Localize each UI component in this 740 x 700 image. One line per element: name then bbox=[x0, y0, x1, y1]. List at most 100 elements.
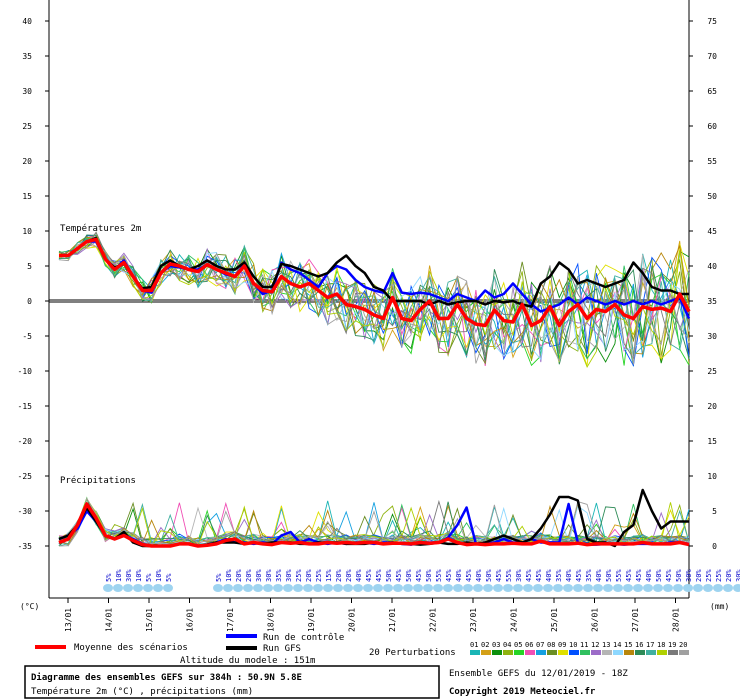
pop-label: 55% bbox=[435, 569, 443, 582]
legend-mean-label: Moyenne des scénarios bbox=[74, 642, 188, 653]
perturbation-swatch bbox=[503, 650, 513, 655]
pop-label: 45% bbox=[365, 569, 373, 582]
perturbation-id-label: 04 bbox=[503, 641, 511, 649]
pop-label: 5% bbox=[145, 573, 153, 582]
pop-label: 25% bbox=[295, 569, 303, 582]
pop-label: 45% bbox=[635, 569, 643, 582]
pop-cell bbox=[643, 584, 653, 592]
x-tick-label: 19/01 bbox=[307, 608, 316, 632]
y-right-tick-label: 55 bbox=[707, 157, 717, 166]
perturbation-id-label: 05 bbox=[514, 641, 522, 649]
pop-cell bbox=[713, 584, 723, 592]
pop-label: 35% bbox=[555, 569, 563, 582]
pop-cell bbox=[363, 584, 373, 592]
pop-cell bbox=[673, 584, 683, 592]
x-tick-label: 23/01 bbox=[469, 608, 478, 632]
y-left-tick-label: 15 bbox=[22, 192, 32, 201]
pop-label: 25% bbox=[705, 569, 713, 582]
pop-cell bbox=[233, 584, 243, 592]
pop-label: 55% bbox=[505, 569, 513, 582]
pop-label: 40% bbox=[475, 569, 483, 582]
mean-temp-series bbox=[59, 237, 691, 328]
perturbation-swatch bbox=[646, 650, 656, 655]
perturbation-id-label: 03 bbox=[492, 641, 500, 649]
pop-label: 10% bbox=[155, 569, 163, 582]
pop-label: 40% bbox=[565, 569, 573, 582]
y-right-tick-label: 70 bbox=[707, 52, 717, 61]
y-right-tick-label: 10 bbox=[707, 472, 717, 481]
pop-cell bbox=[423, 584, 433, 592]
pop-label: 20% bbox=[335, 569, 343, 582]
x-tick-label: 26/01 bbox=[591, 608, 600, 632]
y-left-tick-label: 0 bbox=[27, 297, 32, 306]
y-right-tick-label: 25 bbox=[707, 367, 717, 376]
pop-cell bbox=[663, 584, 673, 592]
pop-cell bbox=[253, 584, 263, 592]
pop-label: 5% bbox=[165, 573, 173, 582]
pop-cell bbox=[503, 584, 513, 592]
pop-cell bbox=[733, 584, 740, 592]
x-tick-label: 25/01 bbox=[550, 608, 559, 632]
pop-label: 45% bbox=[375, 569, 383, 582]
temp-section-label: Températures 2m bbox=[60, 223, 141, 234]
y-right-tick-label: 30 bbox=[707, 332, 717, 341]
pop-label: 45% bbox=[465, 569, 473, 582]
pop-label: 30% bbox=[265, 569, 273, 582]
y-right-tick-label: 5 bbox=[712, 507, 717, 516]
x-tick-label: 21/01 bbox=[388, 608, 397, 632]
y-left-tick-label: 25 bbox=[22, 122, 32, 131]
pop-label: 50% bbox=[655, 569, 663, 582]
perturbation-temp-series bbox=[58, 240, 690, 365]
pop-label: 45% bbox=[495, 569, 503, 582]
precip-probability-band: 5% 10% 30% 10% 5% 10% 5% 5% 10% 20% 20% 30% 30% 35% 30… bbox=[103, 569, 740, 592]
pop-cell bbox=[603, 584, 613, 592]
perturbation-swatch bbox=[470, 650, 480, 655]
legend-control-label: Run de contrôle bbox=[263, 632, 344, 643]
pop-cell bbox=[283, 584, 293, 592]
pop-label: 35% bbox=[275, 569, 283, 582]
perturbation-swatch bbox=[514, 650, 524, 655]
x-tick-label: 28/01 bbox=[672, 608, 681, 632]
pop-label: 45% bbox=[525, 569, 533, 582]
y-right-tick-label: 65 bbox=[707, 87, 717, 96]
pop-cell bbox=[163, 584, 173, 592]
perturbation-id-label: 16 bbox=[635, 641, 643, 649]
x-tick-label: 17/01 bbox=[226, 608, 235, 632]
pop-label: 20% bbox=[695, 569, 703, 582]
x-tick-label: 14/01 bbox=[105, 608, 114, 632]
pop-label: 30% bbox=[515, 569, 523, 582]
y-left-tick-label: 20 bbox=[22, 157, 32, 166]
pop-cell bbox=[293, 584, 303, 592]
perturbation-precip-series bbox=[58, 497, 690, 547]
perturbation-id-label: 17 bbox=[646, 641, 654, 649]
y-right-unit: (mm) bbox=[710, 602, 729, 611]
pop-cell bbox=[613, 584, 623, 592]
pop-label: 45% bbox=[665, 569, 673, 582]
pop-label: 30% bbox=[255, 569, 263, 582]
main-lines bbox=[58, 236, 691, 548]
perturbation-id-label: 18 bbox=[657, 641, 665, 649]
pop-cell bbox=[463, 584, 473, 592]
pop-label: 45% bbox=[445, 569, 453, 582]
y-right-tick-label: 45 bbox=[707, 227, 717, 236]
pop-cell bbox=[123, 584, 133, 592]
perturbation-swatch bbox=[602, 650, 612, 655]
pop-cell bbox=[103, 584, 113, 592]
pop-label: 25% bbox=[315, 569, 323, 582]
y-left-tick-label: -20 bbox=[18, 437, 33, 446]
y-right-tick-label: 20 bbox=[707, 402, 717, 411]
y-left-unit: (°C) bbox=[20, 602, 39, 611]
pop-cell bbox=[323, 584, 333, 592]
pop-cell bbox=[333, 584, 343, 592]
perturbation-id-label: 12 bbox=[591, 641, 599, 649]
y-left-tick-label: 10 bbox=[22, 227, 32, 236]
pop-cell bbox=[353, 584, 363, 592]
axis-ticks: 4035302520151050-5-10-15-20-25-30-357570… bbox=[18, 17, 718, 632]
pop-label: 10% bbox=[225, 569, 233, 582]
perturbation-swatch bbox=[558, 650, 568, 655]
y-left-tick-label: -35 bbox=[18, 542, 33, 551]
pop-cell bbox=[573, 584, 583, 592]
pop-cell bbox=[633, 584, 643, 592]
pop-label: 50% bbox=[485, 569, 493, 582]
legend-perturbations-label: 20 Perturbations bbox=[369, 648, 456, 658]
